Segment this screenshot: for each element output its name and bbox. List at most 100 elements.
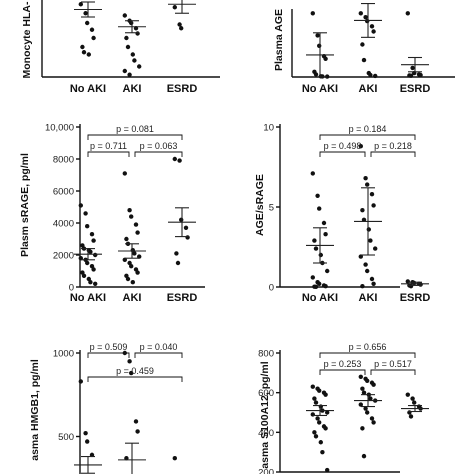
y-tick-label: 10,000 xyxy=(45,123,74,134)
data-point xyxy=(363,176,368,181)
data-point xyxy=(130,52,135,57)
data-point xyxy=(371,281,376,286)
significance-bracket xyxy=(87,376,183,382)
significance-bracket xyxy=(370,151,416,157)
data-point xyxy=(360,42,365,47)
data-point xyxy=(371,382,376,387)
data-point xyxy=(313,284,319,290)
data-point xyxy=(405,392,410,397)
data-point xyxy=(91,35,96,41)
y-tick-label: 0 xyxy=(269,283,274,294)
data-point xyxy=(418,282,423,287)
significance-bracket xyxy=(87,151,130,157)
data-point xyxy=(410,396,415,401)
data-point xyxy=(172,156,177,162)
data-point xyxy=(179,217,184,222)
data-point xyxy=(360,208,365,213)
data-point xyxy=(366,227,371,232)
data-point xyxy=(80,44,85,50)
data-point xyxy=(310,275,315,280)
y-axis-label: AGE/sRAGE xyxy=(254,174,266,236)
data-point xyxy=(85,439,90,444)
data-point xyxy=(310,384,315,389)
data-point xyxy=(317,43,322,48)
y-tick-label: 8000 xyxy=(53,155,74,166)
p-value-label: p = 0.459 xyxy=(116,366,154,376)
data-point xyxy=(125,44,131,50)
data-point xyxy=(78,379,84,384)
data-point xyxy=(89,27,95,32)
y-tick-label: 4000 xyxy=(53,219,74,230)
data-point xyxy=(133,222,139,227)
data-point xyxy=(405,279,410,284)
data-point xyxy=(373,246,378,251)
category-label: AKI xyxy=(123,83,142,95)
data-point xyxy=(363,262,368,267)
data-point xyxy=(130,280,135,285)
data-point xyxy=(135,31,140,36)
y-axis-label: asma S100A12, pg/ml xyxy=(259,361,271,468)
data-point xyxy=(183,225,189,230)
data-point xyxy=(315,193,320,198)
data-point xyxy=(85,224,90,229)
data-point xyxy=(408,284,414,289)
data-point xyxy=(83,211,88,216)
data-point xyxy=(361,57,367,63)
data-point xyxy=(317,388,322,393)
data-point xyxy=(371,420,376,425)
data-point xyxy=(172,5,177,10)
data-point xyxy=(365,268,370,274)
data-point xyxy=(317,206,322,211)
data-point xyxy=(179,26,184,31)
data-point xyxy=(132,251,137,256)
data-point xyxy=(89,232,95,237)
data-point xyxy=(317,420,322,425)
data-point xyxy=(323,426,328,431)
y-tick-label: 600 xyxy=(258,388,274,399)
chart-panel-4: 0 5 10 AGE/sRAGE No AKI AKI ESRD p = 0.184 p = 0… xyxy=(254,123,430,305)
data-point xyxy=(360,386,365,391)
p-value-label: p = 0.184 xyxy=(349,124,387,134)
data-point xyxy=(78,203,84,208)
data-point xyxy=(365,410,370,415)
data-point xyxy=(368,238,373,243)
data-point xyxy=(81,273,87,278)
data-point xyxy=(317,281,322,286)
significance-bracket xyxy=(319,151,366,157)
data-point xyxy=(310,171,315,176)
data-point xyxy=(93,281,98,286)
data-point xyxy=(361,453,367,459)
chart-panel-1: Monocyte HLA- No AKI AKI ESRD xyxy=(21,0,220,95)
data-point xyxy=(89,452,95,458)
category-label: AKI xyxy=(123,292,142,304)
p-value-label: p = 0.063 xyxy=(140,141,178,151)
data-point xyxy=(315,33,320,38)
data-point xyxy=(127,208,132,213)
data-point xyxy=(323,232,328,237)
data-point xyxy=(369,416,375,421)
data-point xyxy=(312,238,317,243)
data-point xyxy=(125,276,131,282)
data-point xyxy=(325,268,330,274)
data-point xyxy=(135,270,140,275)
data-point xyxy=(177,22,182,27)
y-tick-label: 0 xyxy=(69,283,74,294)
y-tick-label: 10 xyxy=(263,123,274,134)
data-point xyxy=(124,35,129,41)
significance-bracket xyxy=(319,352,416,358)
data-point xyxy=(85,260,90,266)
category-label: No AKI xyxy=(302,292,338,304)
data-point xyxy=(358,144,363,149)
p-value-label: p = 0.711 xyxy=(90,141,127,151)
y-tick-label: 400 xyxy=(258,428,274,439)
p-value-label: p = 0.081 xyxy=(116,124,154,134)
data-point xyxy=(127,72,132,77)
data-point xyxy=(358,11,363,16)
data-point xyxy=(408,73,414,78)
data-point xyxy=(177,158,182,163)
data-point xyxy=(358,374,363,379)
data-point xyxy=(412,400,417,405)
significance-bracket xyxy=(319,134,416,140)
category-label: ESRD xyxy=(400,292,431,304)
